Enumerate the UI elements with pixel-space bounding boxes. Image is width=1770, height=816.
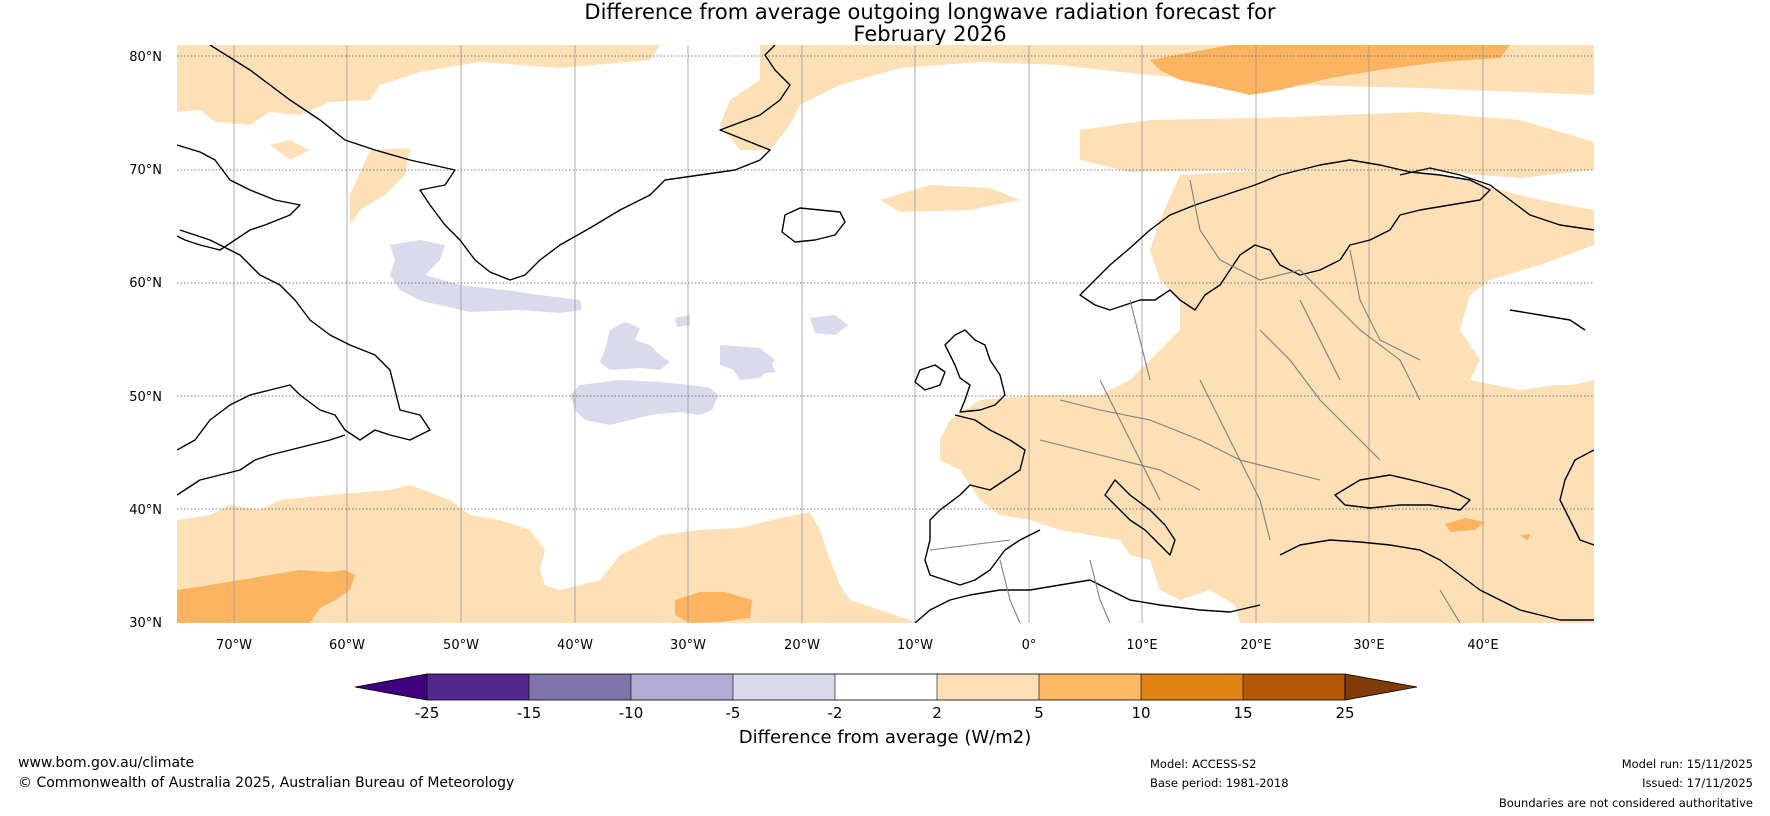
lat-label: 30°N [129, 616, 162, 631]
colorbar-tick-label: -5 [726, 704, 741, 722]
lon-label: 70°W [216, 638, 252, 653]
colorbar-tick-label: 2 [932, 704, 942, 722]
colorbar-bin [937, 674, 1040, 700]
colorbar-bin [733, 674, 836, 700]
colorbar-bin [427, 674, 530, 700]
title-line-1-text: Difference from average outgoing longwav… [584, 0, 1276, 24]
latitude-axis: 80°N 70°N 60°N 50°N 40°N 30°N [129, 50, 162, 631]
colorbar-tick-label: -15 [517, 704, 542, 722]
colorbar-tick-label: 5 [1034, 704, 1044, 722]
lon-label: 10°W [897, 638, 933, 653]
lon-label: 40°E [1467, 638, 1498, 653]
lon-label: 50°W [443, 638, 479, 653]
lon-label: 60°W [329, 638, 365, 653]
lon-label: 30°W [670, 638, 706, 653]
lon-label: 30°E [1353, 638, 1384, 653]
footer-base-period: Base period: 1981-2018 [1150, 776, 1289, 790]
footer-copyright: © Commonwealth of Australia 2025, Austra… [18, 775, 515, 791]
footer-model-run: Model run: 15/11/2025 [1621, 757, 1753, 771]
colorbar: -25 -15 -10 -5 -2 2 5 10 15 25 [354, 673, 1418, 722]
colorbar-extend-max [1344, 673, 1418, 701]
colorbar-title: Difference from average (W/m2) [738, 727, 1032, 748]
latitude-lines [177, 55, 1594, 510]
lat-label: 60°N [129, 276, 162, 291]
lat-label: 40°N [129, 503, 162, 518]
lon-label: 0° [1022, 638, 1037, 653]
footer-disclaimer: Boundaries are not considered authoritat… [1498, 796, 1753, 810]
colorbar-extend-min [354, 673, 428, 701]
longitude-axis: 70°W 60°W 50°W 40°W 30°W 20°W 10°W 0° 10… [216, 638, 1499, 653]
lon-label: 40°W [557, 638, 593, 653]
lon-label: 10°E [1126, 638, 1157, 653]
colorbar-bin [1243, 674, 1346, 700]
anomaly-negative-2-5 [390, 240, 848, 425]
colorbar-bin [1141, 674, 1244, 700]
lon-label: 20°W [784, 638, 820, 653]
lat-label: 80°N [129, 50, 162, 65]
colorbar-tick-label: 25 [1335, 704, 1354, 722]
colorbar-tick-label: 15 [1233, 704, 1252, 722]
colorbar-tick-label: -10 [619, 704, 644, 722]
footer-model: Model: ACCESS-S2 [1150, 757, 1257, 771]
graticule [233, 45, 1484, 623]
footer-website: www.bom.gov.au/climate [18, 755, 195, 771]
lat-label: 50°N [129, 390, 162, 405]
colorbar-tick-label: -25 [415, 704, 440, 722]
colorbar-bin [529, 674, 632, 700]
colorbar-bin [1039, 674, 1142, 700]
colorbar-frame [426, 673, 1346, 701]
lon-label: 20°E [1240, 638, 1271, 653]
lat-label: 70°N [129, 163, 162, 178]
footer-issued: Issued: 17/11/2025 [1642, 776, 1753, 790]
title-line-2-text: February 2026 [853, 22, 1006, 46]
country-borders [929, 179, 1461, 623]
map-area [177, 45, 1594, 623]
colorbar-tick-label: 10 [1131, 704, 1150, 722]
colorbar-bin [631, 674, 734, 700]
coastlines [177, 45, 1594, 623]
anomaly-positive-5-10 [177, 45, 1530, 623]
colorbar-tick-label: -2 [828, 704, 843, 722]
colorbar-bin [835, 674, 938, 700]
